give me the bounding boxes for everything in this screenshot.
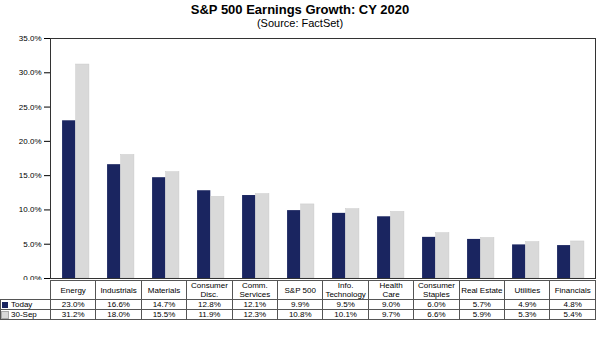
html-text:Health Care: Health Care — [379, 281, 403, 299]
html-text:Financials: Financials — [554, 285, 591, 295]
svg-text:10.0%: 10.0% — [19, 205, 42, 214]
html-text:9.9%: 9.9% — [291, 300, 310, 309]
html-text:23.0%: 23.0% — [61, 300, 85, 309]
html-text:Comm. Services: Comm. Services — [239, 281, 271, 299]
html-text:Today: Today — [11, 300, 33, 309]
html-text:15.5%: 15.5% — [152, 310, 176, 319]
svg-text:0.0%: 0.0% — [23, 274, 41, 280]
html-text:5.4%: 5.4% — [563, 310, 582, 319]
html-text:S&P 500: S&P 500 — [284, 285, 316, 295]
svg-text:30.0%: 30.0% — [19, 68, 42, 77]
html-text:4.9%: 4.9% — [518, 300, 537, 309]
html-text:12.3%: 12.3% — [243, 310, 267, 319]
html-text:16.6%: 16.6% — [107, 300, 130, 309]
html-text:Real Estate: Real Estate — [461, 285, 503, 295]
html-text:30-Sep: 30-Sep — [11, 310, 37, 319]
svg-text:25.0%: 25.0% — [19, 103, 42, 112]
html-text:(Source: FactSet): (Source: FactSet) — [256, 17, 344, 29]
html-text:11.9%: 11.9% — [198, 310, 221, 319]
html-text:10.1%: 10.1% — [334, 310, 357, 319]
html-text:9.0%: 9.0% — [381, 300, 401, 309]
html-text:12.1%: 12.1% — [243, 300, 267, 309]
html-text:6.6%: 6.6% — [427, 310, 446, 319]
html-text:S&P 500 Earnings Growth: CY 20: S&P 500 Earnings Growth: CY 2020 — [190, 2, 410, 17]
html-text:Consumer Staples: Consumer Staples — [418, 281, 455, 299]
html-text:Energy: Energy — [60, 285, 86, 295]
svg-text:20.0%: 20.0% — [19, 137, 42, 146]
html-text:12.8%: 12.8% — [198, 300, 221, 309]
html-text:14.7%: 14.7% — [152, 300, 176, 309]
html-text:Industrials: Industrials — [100, 285, 137, 295]
html-text:18.0%: 18.0% — [107, 310, 130, 319]
html-text:4.8%: 4.8% — [563, 300, 582, 309]
html-text:Utilities: Utilities — [514, 285, 541, 295]
html-text:5.9%: 5.9% — [472, 310, 491, 319]
svg-text:35.0%: 35.0% — [19, 34, 42, 43]
html-text:Consumer Disc.: Consumer Disc. — [191, 281, 228, 299]
html-text:5.7%: 5.7% — [472, 300, 491, 309]
html-text:10.8%: 10.8% — [288, 310, 312, 319]
html-text:31.2%: 31.2% — [61, 310, 85, 319]
html-text:6.0%: 6.0% — [427, 300, 446, 309]
html-text:9.5%: 9.5% — [336, 300, 355, 309]
svg-text:5.0%: 5.0% — [23, 240, 41, 249]
html-text:9.7%: 9.7% — [381, 310, 401, 319]
html-text:Materials: Materials — [147, 285, 181, 295]
html-text:Info. Technology: Info. Technology — [325, 281, 366, 299]
svg-text:15.0%: 15.0% — [19, 171, 42, 180]
html-text:5.3%: 5.3% — [518, 310, 537, 319]
